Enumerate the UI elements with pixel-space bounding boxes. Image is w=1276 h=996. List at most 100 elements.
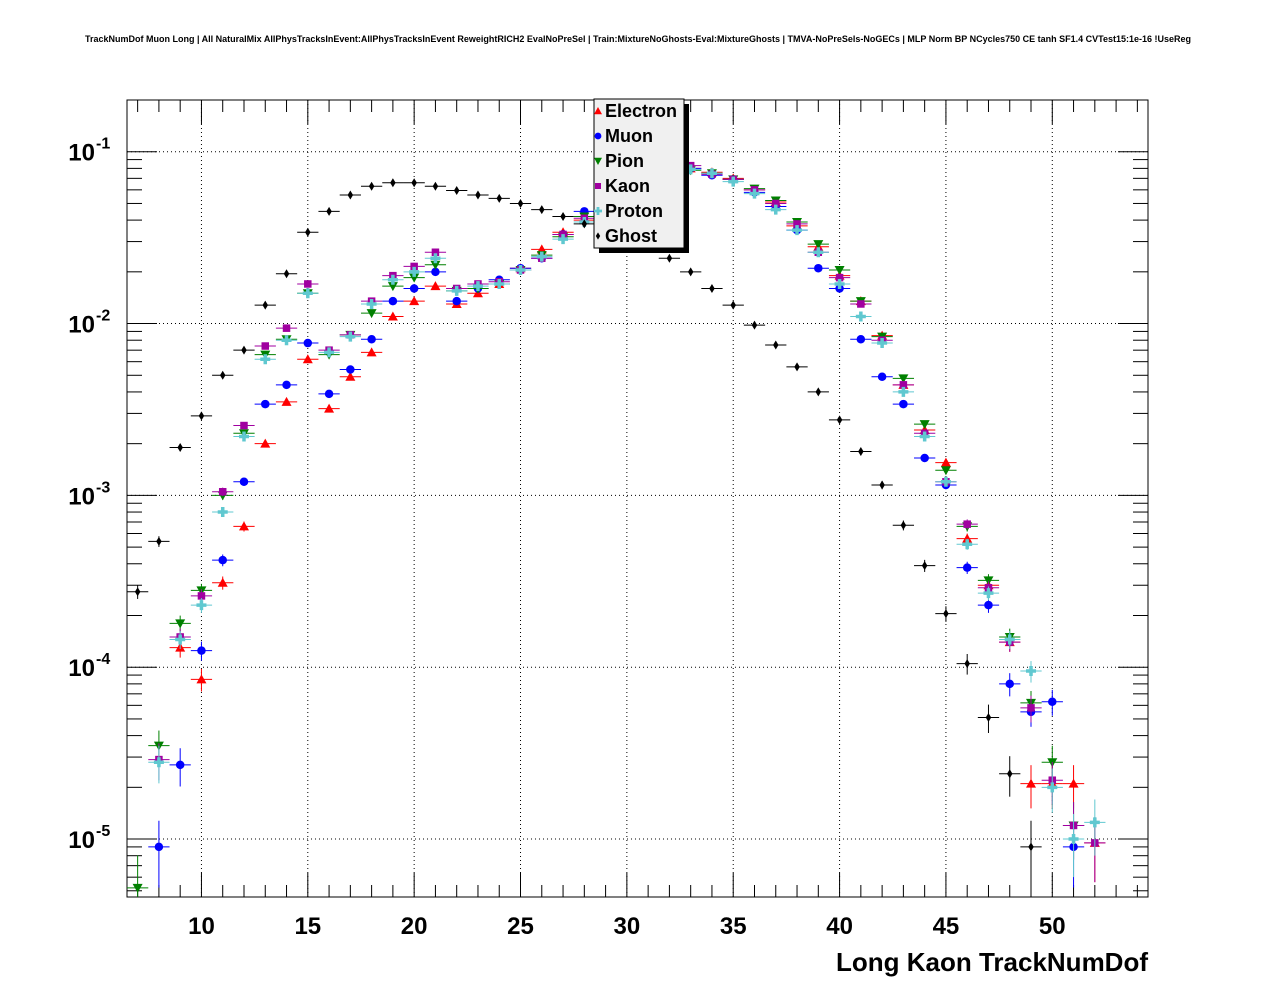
data-point-muon: [360, 335, 383, 344]
data-point-ghost: [680, 267, 702, 277]
data-point-proton: [743, 188, 766, 199]
data-point-pion: [828, 265, 851, 275]
data-point-ghost: [701, 283, 723, 293]
marker-cross: [706, 168, 717, 179]
data-point-kaon: [275, 324, 298, 332]
y-tick-label-base: 10: [68, 483, 95, 510]
x-tick-label: 20: [401, 913, 428, 940]
data-point-proton: [297, 288, 319, 299]
data-point-proton: [786, 225, 808, 236]
data-point-proton: [1020, 661, 1042, 683]
legend-marker-triangle-down: [594, 157, 602, 165]
data-point-muon: [1041, 689, 1063, 716]
data-point-electron: [190, 668, 213, 692]
legend-label: Electron: [605, 101, 677, 121]
marker-triangle-up: [260, 438, 271, 448]
marker-diamond: [198, 411, 205, 421]
marker-triangle-up: [409, 296, 420, 306]
marker-circle: [261, 399, 270, 409]
data-point-muon: [275, 380, 298, 390]
data-point-ghost: [828, 415, 851, 425]
data-point-ghost: [148, 536, 170, 547]
data-point-proton: [446, 285, 468, 296]
legend-label: Kaon: [605, 176, 650, 196]
data-point-proton: [765, 204, 787, 215]
data-point-proton: [871, 338, 893, 349]
marker-diamond: [411, 178, 417, 188]
data-point-muon: [956, 561, 978, 574]
marker-square: [197, 592, 206, 600]
marker-cross: [238, 431, 249, 442]
x-axis-title: Long Kaon TrackNumDof: [836, 947, 1148, 977]
data-point-ghost: [935, 606, 957, 622]
legend-entry-electron: Electron: [594, 101, 677, 121]
data-point-pion: [127, 855, 149, 897]
data-point-kaon: [850, 300, 872, 308]
marker-cross: [281, 335, 292, 346]
marker-triangle-up: [940, 457, 951, 467]
marker-cross: [1068, 834, 1079, 845]
marker-diamond: [773, 340, 779, 350]
x-tick-label: 30: [614, 913, 641, 940]
data-point-muon: [424, 267, 447, 277]
data-point-ghost: [254, 300, 276, 310]
data-point-pion: [892, 374, 915, 384]
marker-diamond: [560, 211, 566, 221]
data-point-muon: [339, 365, 361, 374]
marker-circle: [984, 600, 993, 610]
data-point-pion: [914, 420, 936, 430]
marker-cross: [558, 234, 569, 245]
y-tick-label-base: 10: [68, 140, 95, 167]
marker-triangle-up: [217, 577, 228, 587]
marker-cross: [324, 347, 335, 358]
data-point-proton: [275, 335, 298, 346]
data-point-electron: [254, 438, 276, 448]
marker-circle: [1005, 679, 1014, 689]
marker-triangle-down: [940, 466, 951, 476]
data-point-muon: [999, 673, 1021, 697]
data-point-proton: [935, 476, 957, 487]
marker-diamond: [219, 370, 226, 380]
legend-entry-proton: Proton: [594, 201, 663, 221]
legend-marker-circle: [594, 132, 602, 140]
data-point-muon: [446, 296, 468, 306]
marker-cross: [196, 600, 207, 611]
marker-diamond: [751, 320, 758, 330]
data-point-proton: [148, 745, 170, 784]
marker-cross: [1047, 782, 1058, 793]
data-point-proton: [233, 431, 255, 442]
marker-diamond: [921, 561, 928, 571]
data-point-ghost: [573, 219, 595, 229]
data-point-proton: [1041, 768, 1063, 813]
data-point-ghost: [1020, 820, 1042, 888]
data-point-ghost: [743, 320, 766, 330]
marker-triangle-up: [281, 396, 292, 406]
marker-cross: [983, 588, 994, 599]
data-point-proton: [403, 266, 425, 277]
legend-marker-cross: [594, 207, 602, 215]
data-point-proton: [1062, 813, 1085, 878]
data-point-pion: [424, 260, 447, 270]
data-point-proton: [467, 281, 489, 292]
data-point-ghost: [786, 362, 808, 372]
marker-cross: [728, 176, 739, 187]
data-point-ghost: [999, 756, 1021, 797]
data-point-ghost: [765, 340, 787, 350]
marker-triangle-up: [302, 354, 313, 364]
marker-cross: [685, 164, 696, 175]
marker-cross: [153, 757, 164, 768]
marker-circle: [282, 380, 291, 390]
marker-square: [899, 381, 908, 389]
marker-cross: [260, 354, 271, 365]
marker-diamond: [900, 520, 907, 530]
data-point-proton: [424, 253, 447, 264]
marker-triangle-down: [175, 619, 186, 629]
legend-label: Muon: [605, 126, 653, 146]
marker-circle: [409, 284, 419, 293]
data-point-electron: [275, 396, 298, 406]
data-point-ghost: [956, 653, 978, 675]
data-point-muon: [914, 453, 936, 463]
marker-diamond: [368, 181, 375, 191]
marker-diamond: [581, 219, 588, 229]
